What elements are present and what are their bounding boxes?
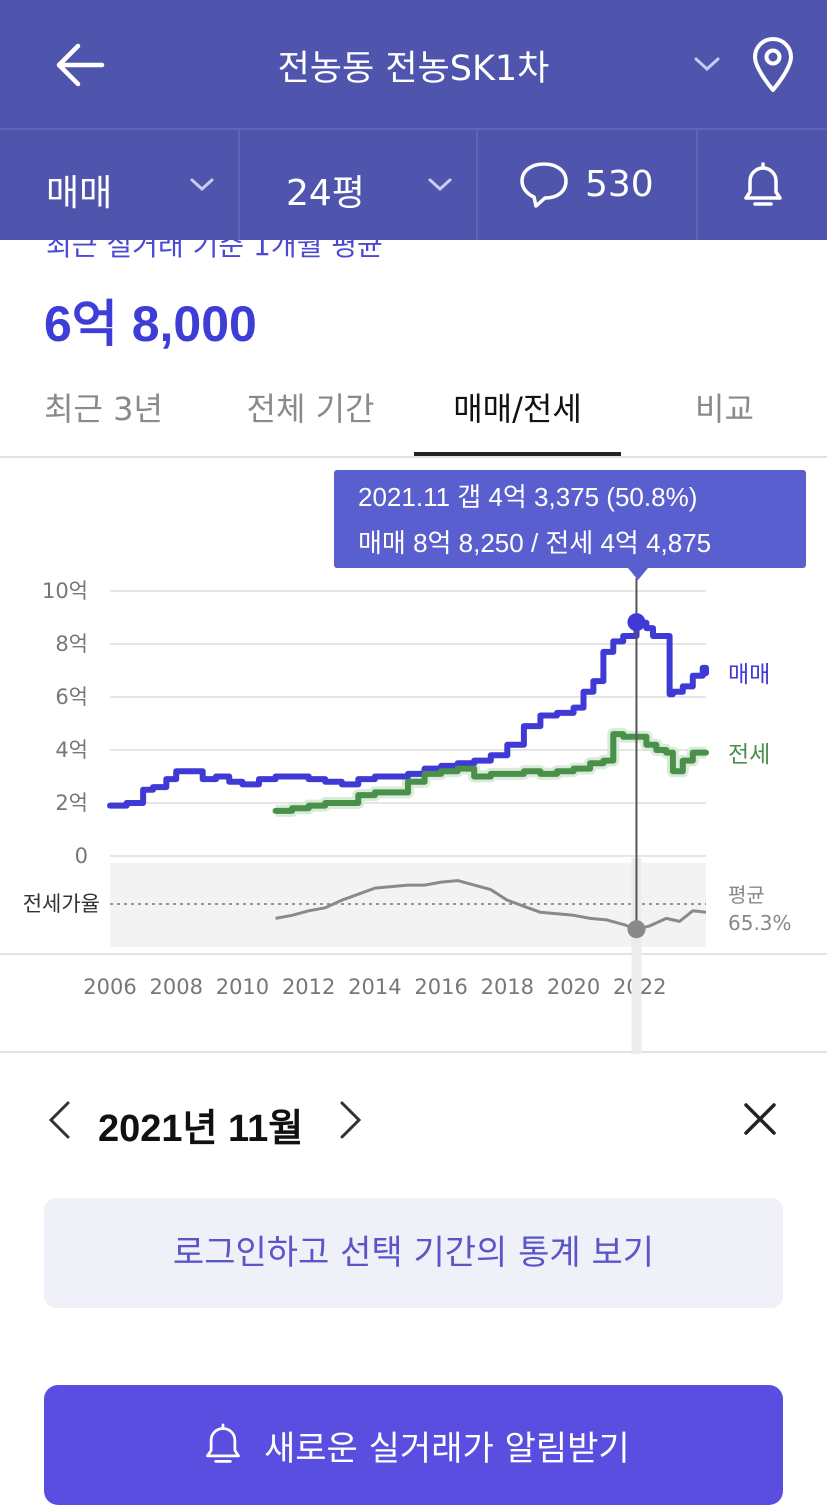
legend-jeonse: 전세 (728, 742, 770, 768)
x-tick-label: 2010 (216, 975, 269, 999)
ratio-average-label: 평균 (728, 883, 765, 907)
chevron-left-icon[interactable] (44, 1099, 74, 1141)
deal-alert-button[interactable]: 새로운 실거래가 알림받기 (44, 1385, 783, 1505)
tooltip-box (334, 470, 806, 568)
size-value: 24평 (286, 173, 365, 214)
segment-divider (476, 130, 478, 240)
deal-alert-label: 새로운 실거래가 알림받기 (264, 1429, 630, 1469)
chevron-down-icon (190, 178, 214, 192)
sale-point (627, 613, 646, 632)
ratio-average-value: 65.3% (728, 911, 792, 935)
y-tick-label: 8억 (55, 632, 88, 656)
tab-sale-jeonse[interactable]: 매매/전세 (453, 390, 582, 428)
tab-compare[interactable]: 비교 (695, 390, 754, 428)
y-tick-label: 10억 (42, 579, 88, 603)
header-divider (0, 128, 827, 130)
selected-month: 2021년 11월 (98, 1108, 304, 1150)
apartment-title[interactable]: 전농동 전농SK1차 (277, 49, 550, 89)
top-header: 전농동 전농SK1차 매매 24평 530 (0, 0, 827, 240)
y-tick-label: 4억 (55, 738, 88, 762)
segment-divider (238, 130, 240, 240)
tabs-divider (0, 456, 827, 458)
speech-bubble-icon (520, 162, 568, 208)
size-select[interactable]: 24평 (240, 130, 476, 240)
tooltip-line1: 2021.11 갭 4억 3,375 (50.8%) (358, 482, 697, 512)
legend-sale: 매매 (728, 662, 770, 688)
x-tick-label: 2006 (83, 975, 136, 999)
trade-type-value: 매매 (46, 173, 113, 214)
close-icon[interactable] (740, 1099, 780, 1139)
ratio-label: 전세가율 (23, 892, 100, 916)
active-tab-indicator (414, 452, 621, 457)
summary-price: 6억 8,000 (44, 296, 257, 352)
segment-divider (696, 130, 698, 240)
comments-button[interactable]: 530 (478, 130, 696, 240)
chevron-down-icon[interactable] (692, 52, 722, 76)
bell-icon (744, 162, 782, 206)
trade-type-select[interactable]: 매매 (0, 130, 238, 240)
y-tick-label: 6억 (55, 685, 88, 709)
chevron-down-icon (428, 178, 452, 192)
y-tick-label: 0 (75, 844, 88, 868)
back-arrow-icon[interactable] (50, 38, 110, 92)
map-pin-icon[interactable] (748, 36, 798, 94)
tab-all-period[interactable]: 전체 기간 (246, 390, 375, 428)
selection-shadow (631, 858, 642, 1054)
jeonse-line (272, 731, 709, 814)
x-tick-label: 2014 (348, 975, 401, 999)
comment-count: 530 (585, 164, 654, 205)
tooltip: 2021.11 갭 4억 3,375 (50.8%) 매매 8억 8,250 /… (334, 470, 806, 580)
tooltip-line2: 매매 8억 8,250 / 전세 4억 4,875 (358, 528, 711, 558)
ratio-band (110, 863, 706, 947)
period-tabs: 최근 3년 전체 기간 매매/전세 비교 (0, 370, 827, 458)
y-tick-label: 2억 (55, 791, 88, 815)
login-stats-button[interactable]: 로그인하고 선택 기간의 통계 보기 (44, 1198, 783, 1308)
header-title-bar: 전농동 전농SK1차 (0, 0, 827, 128)
chevron-right-icon[interactable] (336, 1099, 366, 1141)
price-chart[interactable]: 전세가율 평균 65.3% 0 2억 4억 6억 8억 10억 2006 2008 2010 20… (0, 458, 827, 1054)
x-tick-label: 2020 (547, 975, 600, 999)
bell-icon (206, 1423, 240, 1463)
tooltip-pointer (628, 568, 648, 580)
ratio-point (627, 920, 646, 939)
notification-button[interactable] (698, 130, 827, 240)
month-navigator: 2021년 11월 (0, 1085, 827, 1155)
tab-recent-3y[interactable]: 최근 3년 (44, 390, 163, 428)
x-tick-label: 2008 (149, 975, 202, 999)
x-tick-label: 2012 (282, 975, 335, 999)
x-tick-label: 2018 (481, 975, 534, 999)
x-tick-label: 2016 (414, 975, 467, 999)
sale-line (107, 619, 709, 809)
